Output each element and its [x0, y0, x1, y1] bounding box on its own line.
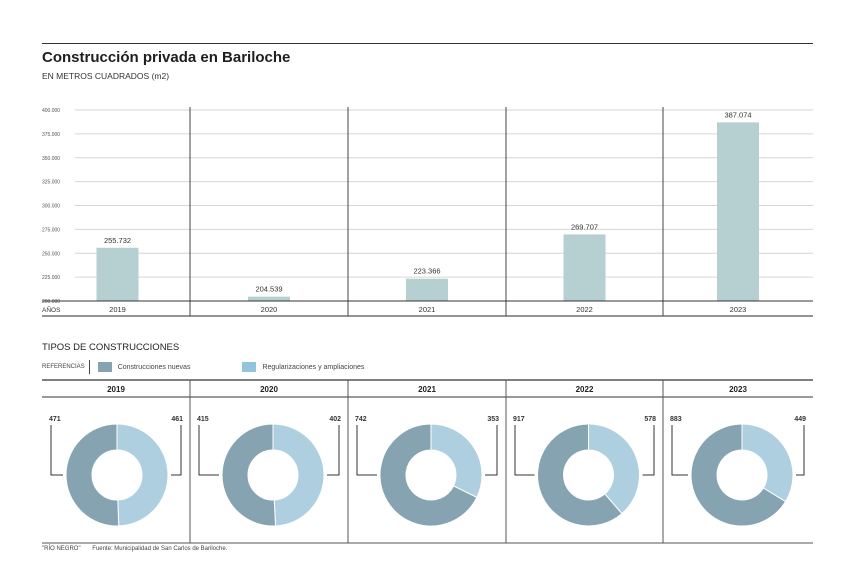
value-label-nuevas: 415 — [197, 416, 209, 423]
legend-label-nuevas: Construcciones nuevas — [117, 363, 191, 371]
panel-year-2023: 2023 — [729, 385, 747, 394]
chart-title: Construcción privada en Bariloche — [42, 49, 291, 66]
leader-line-regularizaciones — [171, 425, 182, 476]
panel-year-2021: 2021 — [418, 385, 436, 394]
bar-2019 — [96, 247, 139, 301]
value-label-regularizaciones: 578 — [644, 416, 656, 423]
legend-label-regularizaciones: Regularizaciones y ampliaciones — [262, 363, 365, 371]
x-tick-label: 2019 — [109, 305, 126, 314]
y-tick-label: 225.000 — [42, 275, 60, 281]
donut-slice-nuevas-2021 — [379, 423, 478, 527]
y-tick-label: 200.000 — [42, 299, 60, 305]
donut-slice-regularizaciones-2020 — [272, 423, 325, 527]
footer-credit: "RÍO NEGRO" — [42, 546, 81, 552]
donut-slice-regularizaciones-2021 — [430, 423, 483, 499]
footer-source: Fuente: Municipalidad de San Carlos de B… — [92, 546, 228, 552]
bar-value-label: 255.732 — [104, 236, 131, 245]
donut-slice-nuevas-2020 — [221, 423, 277, 527]
y-tick-label: 250.000 — [42, 251, 60, 257]
leader-line-nuevas — [356, 425, 377, 476]
bar-chart: 200.000 225.000 250.000 275.000 300.000 325.0… — [42, 107, 813, 317]
bar-2023 — [717, 122, 759, 301]
y-tick-label: 300.000 — [42, 204, 60, 210]
panel-year-2022: 2022 — [576, 385, 594, 394]
legend-title: REFERENCIAS — [42, 360, 90, 374]
bar-2021 — [406, 278, 448, 301]
donut-slice-regularizaciones-2022 — [588, 423, 640, 515]
value-label-regularizaciones: 461 — [171, 416, 183, 423]
panel-year-2019: 2019 — [107, 385, 125, 394]
leader-line-regularizaciones — [796, 425, 805, 476]
donut-slice-regularizaciones-2019 — [116, 423, 169, 527]
leader-line-nuevas — [198, 425, 219, 476]
legend-swatch-nuevas — [97, 362, 112, 372]
donut-slice-regularizaciones-2023 — [741, 423, 794, 503]
leader-line-nuevas — [50, 425, 63, 476]
y-tick-label: 400.000 — [42, 108, 60, 114]
panel-year-2020: 2020 — [260, 385, 278, 394]
x-tick-label: 2020 — [261, 305, 278, 314]
bar-2022 — [563, 234, 606, 301]
x-tick-label: 2021 — [419, 305, 436, 314]
footer: "RÍO NEGRO" Fuente: Municipalidad de San… — [42, 546, 227, 552]
leader-line-regularizaciones — [327, 425, 340, 476]
donut-chart: 2019 471 461 2020 415 402 2021 742 353 2022 917 578… — [42, 379, 813, 544]
value-label-nuevas: 471 — [49, 416, 61, 423]
legend: REFERENCIAS Construcciones nuevas Regula… — [42, 360, 364, 374]
donut-slice-nuevas-2023 — [690, 423, 787, 527]
y-tick-label: 350.000 — [42, 156, 60, 162]
bar-value-label: 387.074 — [724, 110, 751, 119]
bar-2020 — [248, 296, 290, 301]
value-label-regularizaciones: 353 — [487, 416, 499, 423]
bar-value-label: 269.707 — [571, 222, 598, 231]
leader-line-regularizaciones — [485, 425, 498, 476]
value-label-nuevas: 917 — [513, 416, 525, 423]
x-axis-label: AÑOS — [42, 305, 61, 314]
value-label-nuevas: 883 — [670, 416, 682, 423]
x-tick-label: 2023 — [730, 305, 747, 314]
x-tick-label: 2022 — [576, 305, 593, 314]
donut-section-title: TIPOS DE CONSTRUCCIONES — [42, 342, 180, 353]
y-tick-label: 375.000 — [42, 132, 60, 138]
donut-slice-nuevas-2022 — [537, 423, 623, 527]
value-label-nuevas: 742 — [355, 416, 367, 423]
leader-line-nuevas — [514, 425, 535, 476]
y-tick-label: 275.000 — [42, 227, 60, 233]
top-rule — [42, 43, 813, 44]
value-label-regularizaciones: 402 — [329, 416, 341, 423]
y-tick-label: 325.000 — [42, 180, 60, 186]
leader-line-nuevas — [671, 425, 688, 476]
chart-subtitle: EN METROS CUADRADOS (m2) — [42, 71, 170, 81]
bar-value-label: 204.539 — [255, 285, 282, 294]
donut-slice-nuevas-2019 — [65, 423, 120, 527]
bar-value-label: 223.366 — [413, 267, 440, 276]
value-label-regularizaciones: 449 — [794, 416, 806, 423]
leader-line-regularizaciones — [642, 425, 655, 476]
legend-swatch-regularizaciones — [242, 362, 257, 372]
